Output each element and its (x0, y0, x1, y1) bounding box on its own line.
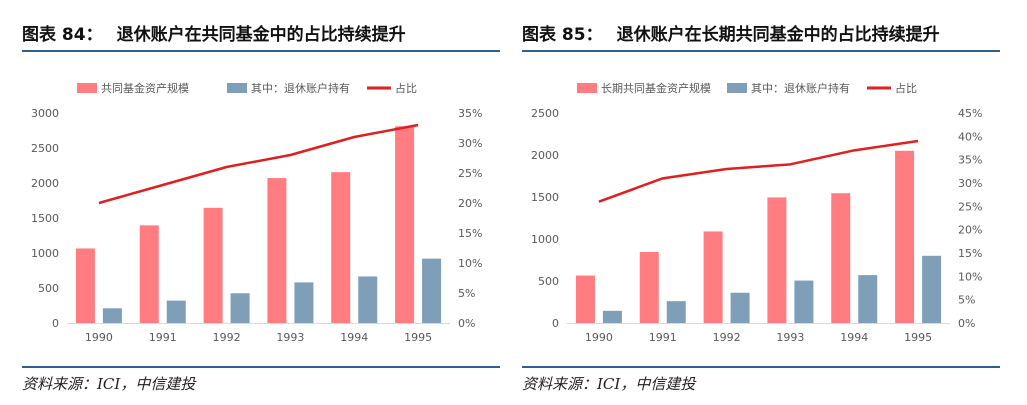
right-axis-tick: 40% (958, 130, 982, 143)
right-axis-tick: 25% (958, 200, 982, 213)
right-axis-tick: 0% (958, 317, 975, 330)
x-axis-tick: 1993 (776, 331, 804, 344)
x-axis-tick: 1990 (585, 331, 613, 344)
right-axis-tick: 5% (958, 294, 975, 307)
figure-title-text: 退休账户在长期共同基金中的占比持续提升 (616, 25, 940, 45)
legend-swatch-retirement (227, 83, 247, 93)
bar-total (767, 197, 787, 323)
bar-retirement (294, 282, 314, 323)
left-axis-tick: 500 (38, 282, 59, 295)
bar-total (395, 126, 415, 323)
legend-swatch-retirement (727, 83, 747, 93)
legend-label-total: 共同基金资产规模 (101, 81, 189, 95)
bar-total (203, 207, 223, 323)
left-axis-tick: 1000 (531, 233, 559, 246)
x-axis-tick: 1995 (404, 331, 432, 344)
bar-retirement (422, 258, 442, 323)
bar-retirement (730, 292, 750, 323)
bar-retirement (358, 276, 378, 323)
legend-label-share: 占比 (895, 81, 917, 95)
x-axis-tick: 1995 (904, 331, 932, 344)
bar-total (575, 275, 595, 323)
right-axis-tick: 5% (458, 287, 475, 300)
legend-swatch-total (577, 83, 597, 93)
title-rule (522, 50, 1000, 52)
bar-total (639, 252, 659, 323)
x-axis-tick: 1990 (85, 331, 113, 344)
x-axis-tick: 1994 (840, 331, 868, 344)
right-axis-tick: 20% (458, 197, 482, 210)
source-rule (522, 366, 1000, 368)
right-axis-tick: 35% (958, 154, 982, 167)
legend-label-total: 长期共同基金资产规模 (601, 81, 711, 95)
bar-total (267, 178, 287, 323)
combo-chart-85: 长期共同基金资产规模 其中：退休账户持有 占比 0 500 1000 1500 2000 250… (531, 81, 982, 344)
left-axis-tick: 3000 (31, 107, 59, 120)
left-axis-tick: 2500 (531, 107, 559, 120)
left-axis-tick: 2000 (31, 177, 59, 190)
legend-label-retirement: 其中：退休账户持有 (251, 81, 350, 95)
bar-retirement (602, 310, 622, 323)
left-axis-tick: 0 (52, 317, 59, 330)
figure-title: 图表 85： 退休账户在长期共同基金中的占比持续提升 (522, 20, 1012, 48)
legend-label-retirement: 其中：退休账户持有 (751, 81, 850, 95)
right-axis-tick: 0% (458, 317, 475, 330)
left-axis-tick: 1500 (31, 212, 59, 225)
bar-retirement (858, 275, 878, 323)
source-note: 资料来源：ICI，中信建投 (22, 375, 196, 393)
bar-retirement (102, 308, 122, 323)
legend-label-share: 占比 (395, 81, 417, 95)
left-axis-tick: 1000 (31, 247, 59, 260)
title-rule (22, 50, 500, 52)
left-axis-tick: 0 (552, 317, 559, 330)
right-axis-tick: 15% (958, 247, 982, 260)
bar-total (331, 172, 351, 323)
bar-total (139, 225, 159, 323)
source-rule (22, 366, 500, 368)
right-axis-tick: 35% (458, 107, 482, 120)
chart-panel-85: 图表 85： 退休账户在长期共同基金中的占比持续提升 长期共同基金资产规模 其中：退… (522, 0, 1012, 405)
right-axis-tick: 10% (958, 270, 982, 283)
bar-total (75, 248, 95, 323)
right-axis-tick: 30% (458, 137, 482, 150)
share-line (598, 139, 919, 203)
right-axis-tick: 45% (958, 107, 982, 120)
legend-swatch-total (77, 83, 97, 93)
x-axis-tick: 1991 (149, 331, 177, 344)
bar-retirement (794, 280, 814, 323)
source-note: 资料来源：ICI，中信建投 (522, 375, 696, 393)
figure-title-text: 退休账户在共同基金中的占比持续提升 (116, 25, 406, 45)
x-axis-tick: 1991 (649, 331, 677, 344)
left-axis-tick: 2500 (31, 142, 59, 155)
combo-chart-84: 共同基金资产规模 其中：退休账户持有 占比 0 500 1000 1500 2000 2500 3… (31, 81, 482, 344)
right-axis-tick: 15% (458, 227, 482, 240)
x-axis-tick: 1992 (713, 331, 741, 344)
share-line (98, 123, 419, 205)
x-axis-tick: 1994 (340, 331, 368, 344)
x-axis-tick: 1992 (213, 331, 241, 344)
left-axis-tick: 2000 (531, 149, 559, 162)
bar-retirement (666, 301, 686, 323)
figure-number: 图表 85： (522, 25, 603, 45)
chart-panel-84: 图表 84： 退休账户在共同基金中的占比持续提升 共同基金资产规模 其中：退休账户持… (22, 0, 512, 405)
left-axis-tick: 500 (538, 275, 559, 288)
bar-total (895, 150, 915, 323)
right-axis-tick: 25% (458, 167, 482, 180)
bar-retirement (230, 293, 250, 323)
right-axis-tick: 10% (458, 257, 482, 270)
bar-retirement (166, 300, 186, 323)
right-axis-tick: 20% (958, 224, 982, 237)
bar-retirement (922, 255, 942, 323)
left-axis-tick: 1500 (531, 191, 559, 204)
right-axis-tick: 30% (958, 177, 982, 190)
figure-number: 图表 84： (22, 25, 103, 45)
bar-total (703, 231, 723, 323)
figure-title: 图表 84： 退休账户在共同基金中的占比持续提升 (22, 20, 512, 48)
x-axis-tick: 1993 (276, 331, 304, 344)
bar-total (831, 193, 851, 323)
